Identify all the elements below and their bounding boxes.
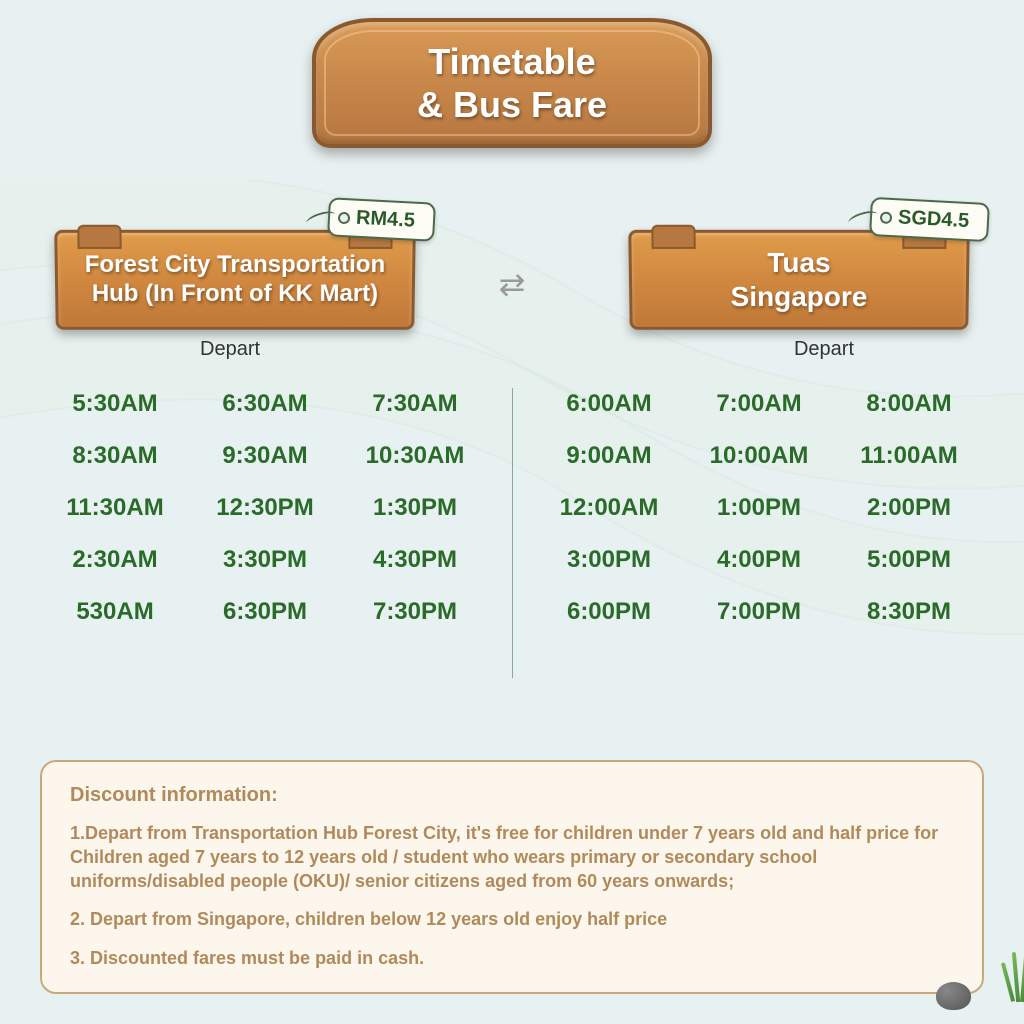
discount-title: Discount information: xyxy=(70,784,954,807)
time-cell: 8:30AM xyxy=(45,442,185,470)
time-cell: 7:30PM xyxy=(345,598,485,626)
time-cell: 8:00AM xyxy=(839,390,979,418)
time-cell: 530AM xyxy=(45,598,185,626)
decoration-grass-rock xyxy=(926,950,1006,1010)
column-divider xyxy=(512,388,513,678)
time-cell: 3:30PM xyxy=(195,546,335,574)
time-cell: 5:30AM xyxy=(45,390,185,418)
time-cell: 4:30PM xyxy=(345,546,485,574)
station-b-times: 6:00AM 7:00AM 8:00AM 9:00AM 10:00AM 11:00AM 12… xyxy=(539,390,979,626)
time-cell: 10:30AM xyxy=(345,442,485,470)
time-cell: 1:00PM xyxy=(689,494,829,522)
discount-item: 1.Depart from Transportation Hub Forest … xyxy=(70,821,954,894)
time-cell: 7:30AM xyxy=(345,390,485,418)
time-cell: 2:00PM xyxy=(839,494,979,522)
station-b-price-tag: SGD4.5 xyxy=(869,197,990,242)
time-cell: 11:30AM xyxy=(45,494,185,522)
time-cell: 6:30AM xyxy=(195,390,335,418)
time-cell: 10:00AM xyxy=(689,442,829,470)
station-b-name: Tuas Singapore xyxy=(720,246,877,313)
station-a-price-tag: RM4.5 xyxy=(327,197,436,242)
discount-info-box: Discount information: 1.Depart from Tran… xyxy=(40,760,984,994)
time-cell: 2:30AM xyxy=(45,546,185,574)
discount-item: 3. Discounted fares must be paid in cash… xyxy=(70,946,954,970)
station-a-name: Forest City Transportation Hub (In Front… xyxy=(58,251,413,309)
depart-label-b: Depart xyxy=(794,338,854,361)
time-cell: 12:30PM xyxy=(195,494,335,522)
station-a-sign: Forest City Transportation Hub (In Front… xyxy=(55,230,415,330)
round-trip-icon: ⇄ xyxy=(499,265,526,303)
time-cell: 7:00AM xyxy=(689,390,829,418)
time-cell: 6:00PM xyxy=(539,598,679,626)
station-b-sign: Tuas Singapore SGD4.5 xyxy=(629,230,969,330)
header-sign: Timetable & Bus Fare xyxy=(312,18,712,148)
time-cell: 1:30PM xyxy=(345,494,485,522)
time-cell: 6:30PM xyxy=(195,598,335,626)
station-a-times: 5:30AM 6:30AM 7:30AM 8:30AM 9:30AM 10:30AM 11:… xyxy=(45,390,485,626)
time-cell: 5:00PM xyxy=(839,546,979,574)
time-cell: 7:00PM xyxy=(689,598,829,626)
discount-item: 2. Depart from Singapore, children below… xyxy=(70,907,954,931)
time-cell: 4:00PM xyxy=(689,546,829,574)
time-cell: 9:30AM xyxy=(195,442,335,470)
time-cell: 6:00AM xyxy=(539,390,679,418)
time-cell: 3:00PM xyxy=(539,546,679,574)
time-cell: 11:00AM xyxy=(839,442,979,470)
time-cell: 9:00AM xyxy=(539,442,679,470)
time-cell: 12:00AM xyxy=(539,494,679,522)
time-cell: 8:30PM xyxy=(839,598,979,626)
depart-label-a: Depart xyxy=(200,338,260,361)
page-title: Timetable & Bus Fare xyxy=(417,40,607,126)
